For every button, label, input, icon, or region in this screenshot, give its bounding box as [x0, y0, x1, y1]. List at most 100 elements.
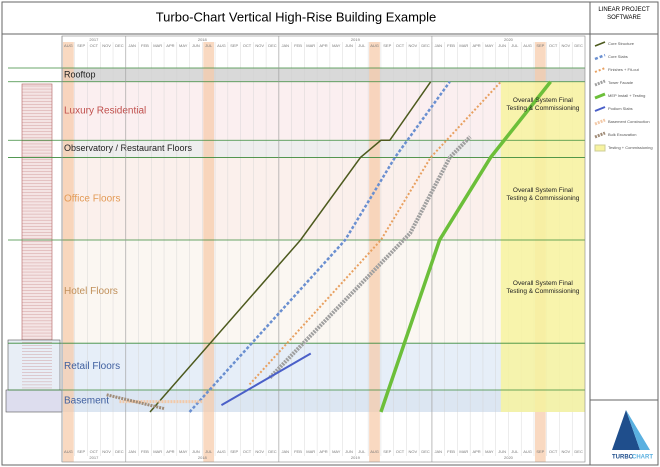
zone-label: Retail Floors [64, 361, 120, 372]
month-label: OCT [90, 43, 99, 48]
month-label: SEP [77, 449, 85, 454]
month-label: NOV [562, 449, 571, 454]
legend-swatch [594, 79, 606, 87]
title-box [1, 1, 591, 35]
year-label: 2017 [89, 37, 99, 42]
month-label: SEP [77, 43, 85, 48]
legend-swatch [594, 144, 606, 152]
month-label: SEP [230, 449, 238, 454]
legend-label: Finishes + Fit-out [608, 67, 640, 72]
month-label: NOV [102, 43, 111, 48]
shutdown-stripe [203, 42, 215, 462]
plot-frame [61, 35, 586, 463]
month-label: JUN [192, 449, 200, 454]
year-label: 2019 [351, 37, 361, 42]
annotation: Overall System Final Testing & Commissio… [506, 279, 580, 295]
month-label: MAR [306, 43, 315, 48]
zone-label: Observatory / Restaurant Floors [64, 143, 193, 153]
month-label: OCT [243, 43, 252, 48]
month-label: MAR [306, 449, 315, 454]
month-label: SEP [230, 43, 238, 48]
month-label: AUG [217, 43, 226, 48]
month-label: JUL [511, 449, 519, 454]
zone [62, 389, 585, 412]
month-label: MAY [485, 449, 494, 454]
legend-label: Core Slabs [608, 54, 628, 59]
month-label: SEP [536, 449, 544, 454]
legend-swatch [594, 67, 606, 73]
zone-label: Basement [64, 396, 109, 407]
annotation-text: Overall System Final Testing & Commissio… [506, 279, 580, 295]
legend-label: Bulk Excavation [608, 132, 636, 137]
month-label: APR [472, 449, 480, 454]
legend-swatch [594, 118, 606, 126]
month-label: OCT [549, 43, 558, 48]
month-label: DEC [421, 449, 430, 454]
month-label: APR [166, 43, 174, 48]
month-label: OCT [549, 449, 558, 454]
month-label: JUN [345, 43, 353, 48]
month-label: JAN [128, 449, 136, 454]
month-label: JUL [511, 43, 519, 48]
legend-label: Basement Construction [608, 119, 650, 124]
zone [62, 343, 585, 390]
month-label: NOV [102, 449, 111, 454]
month-label: FEB [447, 43, 455, 48]
year-label: 2018 [198, 37, 208, 42]
legend-label: Tower Facade [608, 80, 634, 85]
month-label: JUL [205, 43, 213, 48]
legend-label: MEP Install + Testing [608, 93, 645, 98]
year-label: 2020 [504, 37, 514, 42]
annotation: Overall System Final Testing & Commissio… [506, 187, 579, 202]
activity-line [106, 393, 165, 411]
chart-title: Turbo-Chart Vertical High-Rise Building … [156, 9, 437, 24]
year-label: 2017 [89, 455, 99, 460]
month-label: JUN [498, 43, 506, 48]
zone [62, 240, 585, 344]
month-label: NOV [408, 449, 417, 454]
logo-caption-text: LINEAR PROJECT SOFTWARE [598, 7, 650, 21]
month-label: JUL [205, 449, 213, 454]
month-label: NOV [562, 43, 571, 48]
annotation-text: Overall System Final Testing & Commissio… [506, 97, 580, 113]
activity-line [379, 80, 552, 413]
year-label: 2019 [351, 455, 361, 460]
zone [62, 68, 585, 82]
month-label: MAY [179, 43, 188, 48]
legend-swatch [594, 92, 606, 100]
month-label: JAN [281, 43, 289, 48]
month-label: FEB [141, 43, 149, 48]
zone-label: Rooftop [64, 69, 96, 79]
month-label: FEB [294, 43, 302, 48]
month-label: AUG [370, 449, 379, 454]
month-label: APR [472, 43, 480, 48]
legend-label: Core Structure [608, 41, 635, 46]
month-label: FEB [294, 449, 302, 454]
logo-left: TURBO [612, 455, 634, 461]
zone-label: Office Floors [64, 193, 121, 204]
month-label: JUN [192, 43, 200, 48]
legend-swatch [594, 106, 606, 112]
month-label: MAY [179, 449, 188, 454]
month-label: OCT [243, 449, 252, 454]
activity-line [248, 81, 502, 386]
month-label: SEP [536, 43, 544, 48]
month-label: DEC [115, 43, 124, 48]
logo-mark [612, 410, 640, 450]
month-label: MAY [332, 449, 341, 454]
month-label: DEC [268, 449, 277, 454]
month-label: JAN [128, 43, 136, 48]
legend-swatch [594, 53, 606, 61]
basement-block [5, 389, 63, 413]
month-label: JAN [281, 449, 289, 454]
month-label: MAY [332, 43, 341, 48]
activity-line [188, 81, 451, 413]
month-label: JAN [435, 449, 443, 454]
month-label: JUL [358, 43, 366, 48]
month-label: NOV [408, 43, 417, 48]
year-label: 2018 [198, 455, 208, 460]
month-label: NOV [255, 449, 264, 454]
month-label: MAR [459, 449, 468, 454]
shutdown-stripe [369, 42, 380, 462]
